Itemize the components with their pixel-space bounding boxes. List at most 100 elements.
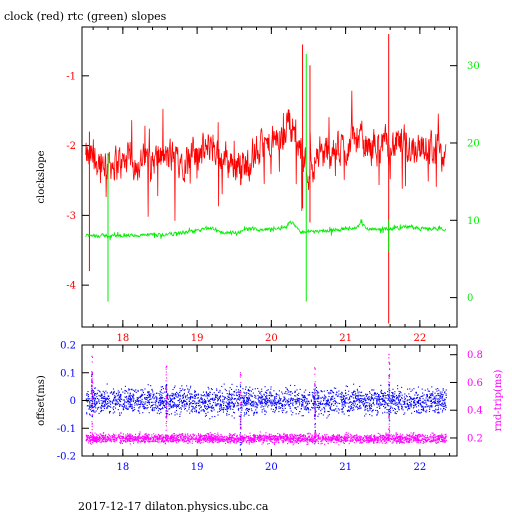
point-roundtrip <box>338 434 340 436</box>
point-roundtrip <box>308 436 310 438</box>
point-roundtrip <box>355 439 357 441</box>
point-roundtrip <box>301 435 303 437</box>
point-roundtrip <box>127 434 129 436</box>
point-offset <box>97 407 99 409</box>
point-offset <box>400 403 402 405</box>
point-offset <box>415 391 417 393</box>
point-offset <box>208 406 210 409</box>
point-offset <box>267 406 269 408</box>
point-offset <box>98 398 100 400</box>
spike-point-offset-3 <box>314 400 316 402</box>
point-roundtrip <box>143 437 145 439</box>
point-offset <box>212 407 214 409</box>
point-offset <box>158 398 160 400</box>
point-roundtrip <box>230 438 233 440</box>
point-roundtrip <box>395 441 397 443</box>
point-offset <box>381 390 383 392</box>
point-offset <box>140 389 142 391</box>
point-offset <box>385 402 387 404</box>
point-offset <box>181 405 183 407</box>
point-offset <box>223 406 225 409</box>
point-roundtrip <box>372 440 374 442</box>
point-roundtrip <box>131 434 133 437</box>
point-offset <box>138 410 140 412</box>
point-roundtrip <box>93 439 95 441</box>
spike-point-offset-3 <box>314 415 316 417</box>
point-roundtrip <box>294 438 297 440</box>
point-offset <box>436 409 438 411</box>
point-roundtrip <box>317 437 319 439</box>
point-offset <box>392 392 394 394</box>
point-offset <box>211 405 213 407</box>
point-offset <box>248 399 250 401</box>
point-roundtrip <box>400 441 402 443</box>
point-roundtrip <box>422 438 425 440</box>
point-offset <box>408 399 410 401</box>
point-offset <box>328 393 330 395</box>
point-offset <box>378 399 381 401</box>
point-offset <box>373 394 375 396</box>
point-offset <box>148 402 150 404</box>
point-offset <box>211 397 213 400</box>
point-roundtrip <box>198 438 200 440</box>
point-roundtrip <box>377 432 379 434</box>
point-roundtrip <box>399 442 401 444</box>
point-roundtrip <box>236 435 238 437</box>
point-roundtrip <box>422 442 424 444</box>
point-roundtrip <box>415 438 417 440</box>
point-offset <box>387 398 390 400</box>
point-offset <box>142 390 144 392</box>
point-offset <box>445 389 447 391</box>
point-roundtrip <box>129 433 131 435</box>
point-roundtrip <box>132 441 134 443</box>
point-roundtrip <box>313 441 315 443</box>
point-offset <box>384 397 386 399</box>
point-offset <box>209 418 211 420</box>
point-roundtrip <box>135 438 137 440</box>
point-roundtrip <box>383 435 385 437</box>
point-roundtrip <box>171 438 173 440</box>
point-offset <box>359 394 361 396</box>
point-roundtrip <box>164 436 166 438</box>
point-offset <box>255 403 257 405</box>
point-offset <box>310 409 312 411</box>
point-offset <box>141 400 143 402</box>
point-offset <box>220 404 222 406</box>
point-roundtrip <box>91 439 93 441</box>
point-offset <box>236 400 238 402</box>
point-offset <box>200 401 202 403</box>
point-offset <box>254 411 256 413</box>
point-offset <box>233 391 236 393</box>
point-offset <box>104 393 106 395</box>
point-offset <box>160 386 162 388</box>
point-offset <box>148 412 150 414</box>
point-roundtrip <box>290 441 292 444</box>
point-roundtrip <box>273 439 275 441</box>
point-offset <box>327 415 329 417</box>
point-offset <box>257 404 259 406</box>
point-roundtrip <box>291 441 293 443</box>
point-roundtrip <box>338 436 340 438</box>
point-roundtrip <box>197 433 200 435</box>
point-offset <box>164 391 166 393</box>
point-offset <box>206 408 208 411</box>
point-offset <box>342 408 344 410</box>
point-roundtrip <box>218 440 220 442</box>
point-offset <box>125 396 127 398</box>
point-roundtrip <box>264 437 266 439</box>
point-offset <box>113 396 115 399</box>
point-roundtrip <box>385 435 387 437</box>
point-offset <box>131 395 133 397</box>
point-offset <box>315 410 317 412</box>
point-roundtrip <box>221 439 223 441</box>
point-offset <box>172 401 174 403</box>
point-roundtrip <box>419 440 421 442</box>
point-offset <box>237 409 240 411</box>
point-offset <box>220 403 222 406</box>
point-roundtrip <box>187 435 189 437</box>
point-roundtrip <box>368 440 370 442</box>
point-offset <box>373 393 375 395</box>
point-offset <box>416 397 418 399</box>
point-roundtrip <box>292 435 294 437</box>
point-offset <box>333 392 335 394</box>
